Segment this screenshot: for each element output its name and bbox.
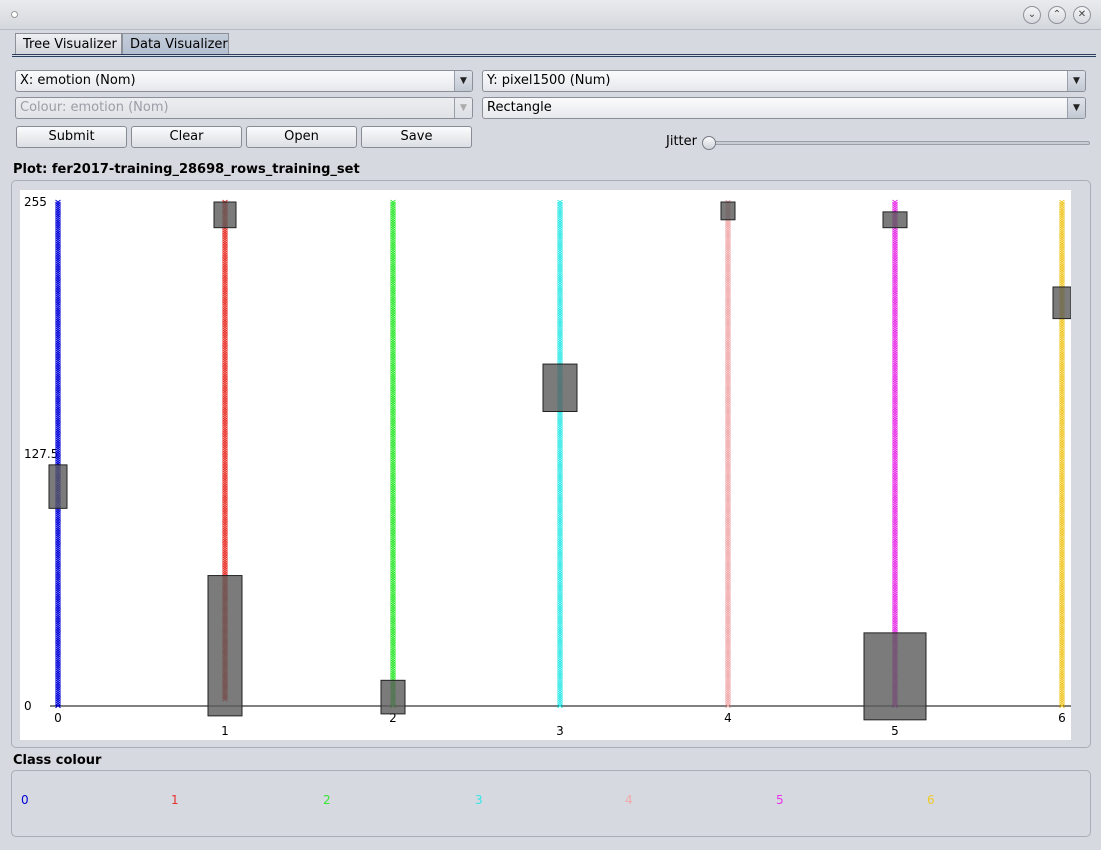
series-5-top-box	[882, 211, 908, 229]
submit-button[interactable]: Submit	[16, 126, 127, 148]
series-6-box	[1052, 286, 1071, 320]
clear-button[interactable]: Clear	[131, 126, 242, 148]
legend-item-4[interactable]: 4	[625, 793, 633, 807]
window-titlebar: ⌄ ⌃ ✕	[0, 0, 1101, 30]
legend-title: Class colour	[13, 753, 102, 768]
x-tick-label: 3	[556, 724, 564, 738]
series-4-top-box	[720, 201, 736, 221]
jitter-slider-handle[interactable]	[702, 136, 716, 150]
x-tick-label: 5	[891, 724, 899, 738]
series-2-points	[390, 199, 396, 709]
tab-tree-visualizer[interactable]: Tree Visualizer	[15, 33, 122, 55]
close-icon[interactable]: ✕	[1073, 6, 1091, 24]
series-5-box	[863, 632, 927, 721]
chevron-down-icon: ▼	[454, 98, 472, 118]
shape-value: Rectangle	[487, 100, 552, 115]
plot-title: Plot: fer2017-training_28698_rows_traini…	[13, 162, 360, 177]
chevron-down-icon[interactable]: ▼	[1067, 98, 1085, 118]
x-tick-label: 2	[389, 711, 397, 725]
series-1-top-box	[213, 201, 237, 229]
tab-divider	[12, 54, 1096, 57]
legend-item-2[interactable]: 2	[323, 793, 331, 807]
legend-item-3[interactable]: 3	[475, 793, 483, 807]
open-button[interactable]: Open	[246, 126, 357, 148]
tab-data-visualizer[interactable]: Data Visualizer	[122, 33, 229, 55]
series-4-points	[725, 199, 731, 709]
window-menu-icon[interactable]	[11, 11, 18, 18]
series-0-box	[48, 464, 68, 509]
colour-select: Colour: emotion (Nom) ▼	[15, 97, 473, 119]
series-1-box	[207, 575, 243, 717]
x-axis-value: X: emotion (Nom)	[20, 73, 136, 88]
legend-panel	[11, 770, 1091, 837]
series-3-points	[557, 199, 563, 709]
chevron-down-icon[interactable]: ▼	[1067, 71, 1085, 91]
series-5-points	[892, 199, 898, 709]
chevron-down-icon[interactable]: ▼	[454, 71, 472, 91]
jitter-slider-track[interactable]	[706, 141, 1090, 145]
x-tick-label: 0	[54, 711, 62, 725]
tab-label: Data Visualizer	[130, 37, 228, 52]
series-6-points	[1059, 199, 1065, 709]
y-tick-label: 0	[24, 699, 32, 713]
y-tick-label: 127.5	[24, 447, 58, 461]
scatter-plot: 255 127.5 0 0 1 2 3 4 5 6	[24, 195, 1071, 738]
x-axis-select[interactable]: X: emotion (Nom) ▼	[15, 70, 473, 92]
y-axis-value: Y: pixel1500 (Num)	[487, 73, 611, 88]
colour-value: Colour: emotion (Nom)	[20, 100, 169, 115]
x-tick-label: 6	[1058, 711, 1066, 725]
legend-item-0[interactable]: 0	[21, 793, 29, 807]
tab-label: Tree Visualizer	[23, 37, 117, 52]
legend-item-6[interactable]: 6	[927, 793, 935, 807]
series-3-box	[542, 363, 578, 413]
x-tick-label: 1	[221, 724, 229, 738]
minimize-icon[interactable]: ⌄	[1023, 6, 1041, 24]
y-axis-select[interactable]: Y: pixel1500 (Num) ▼	[482, 70, 1086, 92]
save-button[interactable]: Save	[361, 126, 472, 148]
legend-item-5[interactable]: 5	[776, 793, 784, 807]
series-2-box	[380, 679, 406, 715]
y-tick-label: 255	[24, 195, 47, 209]
legend-item-1[interactable]: 1	[171, 793, 179, 807]
jitter-label: Jitter	[666, 134, 697, 149]
shape-select[interactable]: Rectangle ▼	[482, 97, 1086, 119]
maximize-icon[interactable]: ⌃	[1048, 6, 1066, 24]
x-tick-label: 4	[724, 711, 732, 725]
plot-canvas: 255 127.5 0 0 1 2 3 4 5 6	[20, 190, 1071, 740]
